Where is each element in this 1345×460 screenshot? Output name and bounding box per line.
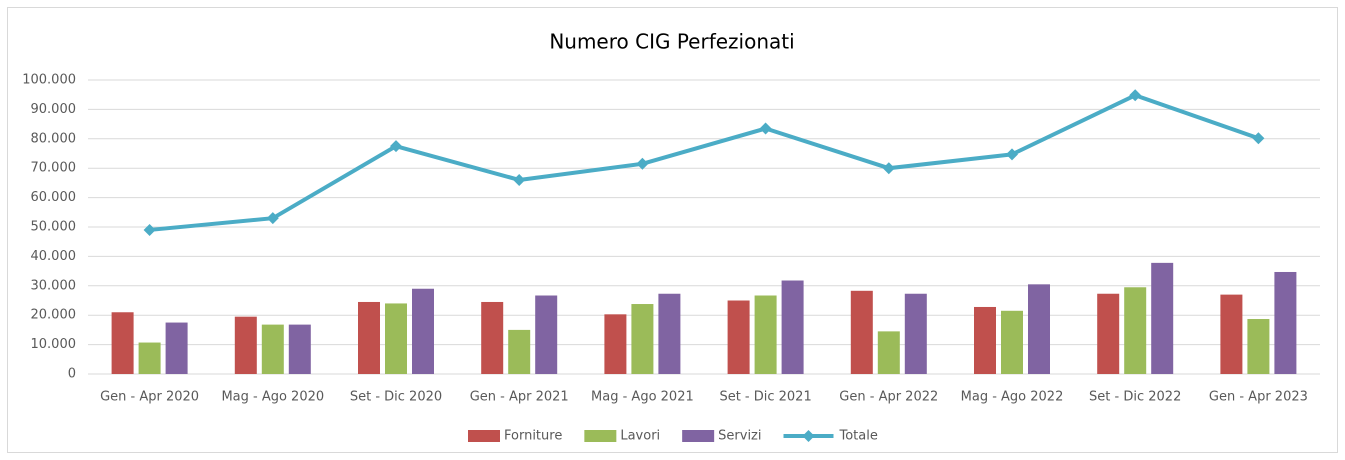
legend-swatch (584, 430, 617, 442)
y-tick-label: 100.000 (22, 73, 76, 88)
line-marker (266, 212, 279, 225)
legend-swatch (682, 430, 715, 442)
bar (412, 288, 434, 374)
bar (138, 342, 161, 374)
bar (1097, 293, 1120, 374)
bar (234, 316, 257, 374)
bar (1151, 262, 1174, 374)
bar (481, 301, 504, 374)
y-tick-label: 70.000 (31, 161, 77, 176)
legend-label: Lavori (620, 429, 660, 444)
bar (1028, 284, 1050, 374)
line-marker (143, 223, 156, 236)
bar (631, 304, 654, 374)
bar (727, 300, 750, 374)
bar (1124, 287, 1147, 374)
bar (261, 324, 284, 374)
line-marker (759, 122, 772, 135)
legend-marker (802, 430, 815, 442)
y-tick-label: 20.000 (31, 308, 77, 323)
bar (877, 331, 900, 374)
x-tick-label: Mag - Ago 2021 (591, 390, 694, 405)
line-marker (513, 173, 526, 186)
y-tick-label: 80.000 (31, 131, 77, 146)
bar (385, 303, 407, 374)
legend-swatch (468, 430, 500, 442)
bar (658, 293, 681, 374)
bar (1247, 319, 1270, 374)
x-tick-label: Gen - Apr 2022 (839, 390, 938, 405)
line-marker (882, 162, 895, 175)
line-marker (1252, 132, 1265, 145)
bar (358, 301, 380, 374)
line-marker (1129, 89, 1142, 102)
x-tick-label: Gen - Apr 2021 (470, 390, 569, 405)
bar (1274, 271, 1297, 374)
y-tick-label: 50.000 (31, 220, 77, 235)
y-tick-label: 30.000 (31, 278, 77, 293)
bar (111, 312, 134, 374)
chart-border (7, 7, 1338, 453)
y-tick-label: 0 (68, 367, 76, 382)
y-tick-label: 90.000 (31, 102, 77, 117)
legend-label: Forniture (504, 429, 562, 444)
x-tick-label: Gen - Apr 2023 (1209, 390, 1308, 405)
y-tick-label: 40.000 (31, 249, 77, 264)
bar (1220, 294, 1243, 374)
chart-title: Numero CIG Perfezionati (549, 30, 794, 54)
bar (850, 290, 873, 374)
legend-label: Servizi (718, 429, 761, 444)
bar (974, 306, 996, 374)
bar (535, 295, 558, 374)
x-tick-label: Set - Dic 2022 (1089, 390, 1181, 405)
legend-label: Totale (839, 429, 878, 444)
x-tick-label: Mag - Ago 2020 (221, 390, 324, 405)
bar (754, 295, 777, 374)
bar (508, 329, 531, 374)
bar (604, 314, 627, 374)
line-series (149, 93, 1260, 232)
line-marker (1006, 148, 1018, 161)
bar (904, 293, 927, 374)
x-tick-label: Set - Dic 2021 (719, 390, 811, 405)
line-marker (636, 157, 649, 170)
bar (288, 324, 311, 374)
line-marker (390, 140, 402, 153)
bar (781, 280, 804, 374)
x-tick-label: Gen - Apr 2020 (100, 390, 199, 405)
y-tick-label: 60.000 (31, 190, 77, 205)
x-tick-label: Set - Dic 2020 (350, 390, 442, 405)
y-tick-label: 10.000 (31, 337, 77, 352)
bar (165, 322, 188, 374)
bar (1001, 310, 1023, 374)
x-tick-label: Mag - Ago 2022 (961, 390, 1064, 405)
